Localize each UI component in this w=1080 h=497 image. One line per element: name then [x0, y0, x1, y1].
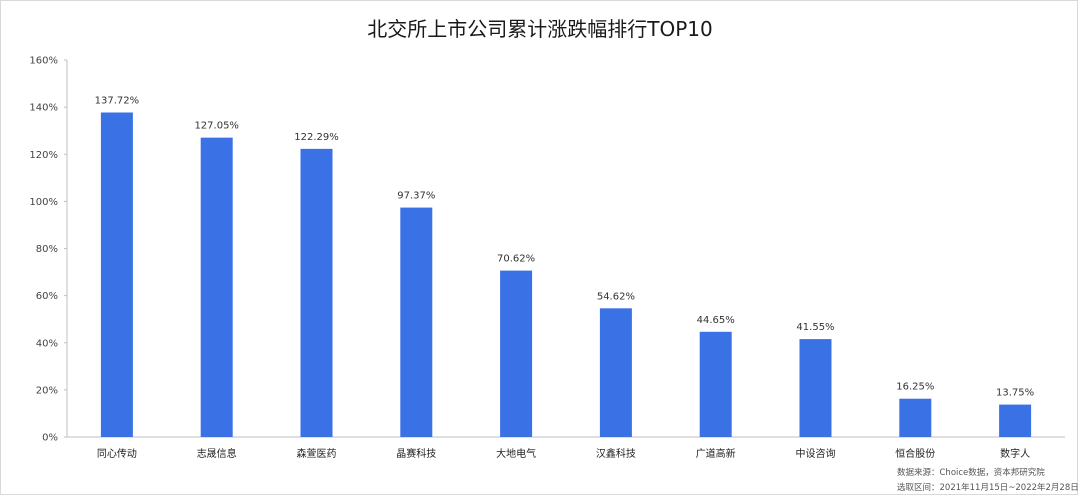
bar — [899, 398, 932, 437]
x-tick-label: 晶赛科技 — [396, 447, 436, 460]
y-tick-label: 40% — [36, 338, 58, 349]
y-tick-label: 0% — [42, 433, 58, 444]
data-label: 13.75% — [996, 388, 1034, 399]
bar — [300, 148, 333, 437]
data-label: 137.72% — [95, 95, 140, 106]
bar — [200, 137, 233, 438]
bars-group — [100, 112, 1032, 438]
x-axis-labels: 同心传动 志晟信息 森萱医药 晶赛科技 大地电气 汉鑫科技 广道高新 中设咨询 恒合股份 数字人 — [97, 447, 1030, 460]
y-tick-label: 120% — [29, 150, 58, 161]
y-tick-label: 100% — [29, 197, 58, 208]
data-labels-group: 137.72% 127.05% 122.29% 97.37% 70.62% 54.62% 4… — [95, 95, 1035, 398]
bar — [100, 112, 133, 437]
x-tick-label: 中设咨询 — [796, 447, 836, 460]
x-tick-label: 志晟信息 — [197, 447, 237, 460]
bar — [699, 331, 732, 437]
bar — [599, 308, 632, 437]
chart-title: 北交所上市公司累计涨跌幅排行TOP10 — [367, 17, 712, 41]
bar — [400, 207, 433, 437]
y-tick-label: 80% — [36, 244, 58, 255]
data-label: 70.62% — [497, 254, 535, 265]
y-axis-ticks: 0% 20% 40% 60% 80% 100% 120% 140% 160% — [29, 56, 67, 444]
x-tick-label: 同心传动 — [97, 448, 137, 460]
date-range-note: 选取区间：2021年11月15日~2022年2月28日 — [897, 482, 1079, 493]
x-tick-label: 大地电气 — [496, 447, 536, 460]
x-tick-label: 广道高新 — [696, 447, 736, 460]
x-tick-label: 森萱医药 — [297, 447, 337, 460]
bar — [799, 339, 832, 437]
data-label: 127.05% — [194, 121, 239, 132]
source-note: 数据来源：Choice数据，资本邦研究院 — [897, 467, 1045, 478]
x-tick-label: 恒合股份 — [895, 447, 935, 460]
y-tick-label: 60% — [36, 291, 58, 302]
data-label: 44.65% — [697, 315, 735, 326]
x-tick-label: 数字人 — [1000, 447, 1030, 460]
y-tick-label: 140% — [29, 103, 58, 114]
bar — [999, 404, 1032, 437]
data-label: 97.37% — [397, 191, 435, 202]
y-tick-label: 160% — [29, 56, 58, 67]
data-label: 122.29% — [294, 132, 339, 143]
data-label: 54.62% — [597, 291, 635, 302]
data-label: 41.55% — [796, 322, 834, 333]
data-label: 16.25% — [896, 382, 934, 393]
x-tick-label: 汉鑫科技 — [596, 447, 636, 460]
bar — [500, 270, 533, 437]
y-tick-label: 20% — [36, 385, 58, 396]
